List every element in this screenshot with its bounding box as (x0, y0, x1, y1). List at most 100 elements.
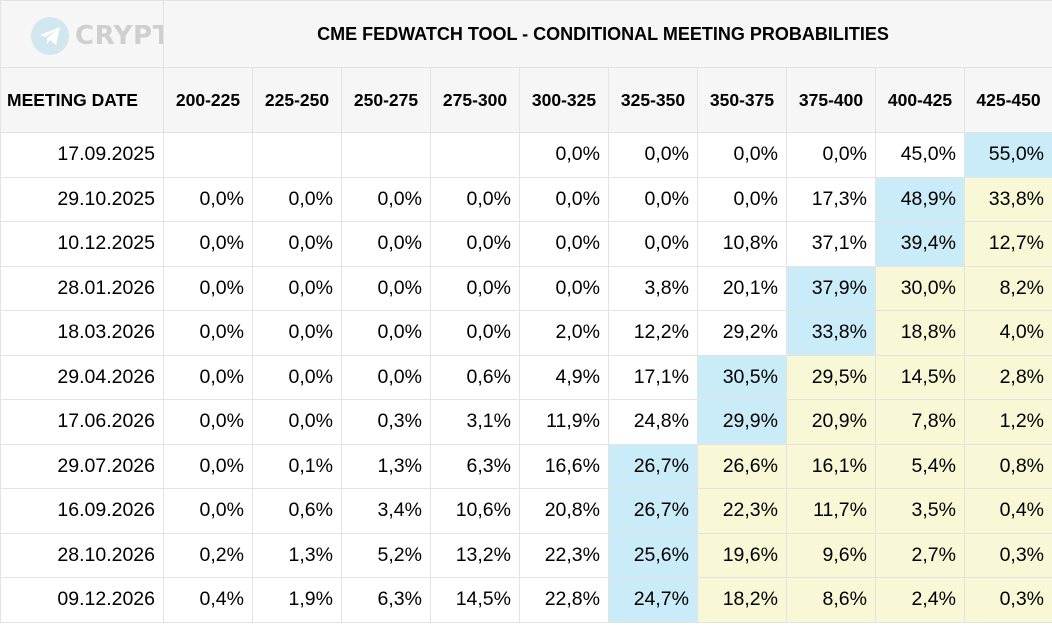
probability-cell: 20,1% (697, 265, 787, 311)
probability-cell: 10,8% (697, 221, 787, 267)
meeting-date-cell: 18.03.2026 (0, 310, 164, 356)
probability-cell: 13,2% (430, 532, 520, 578)
probability-cell: 0,0% (163, 310, 253, 356)
title-row: CRYPTO_HD CME FEDWATCH TOOL - CONDITIONA… (0, 0, 1052, 68)
probability-cell: 0,0% (430, 310, 520, 356)
table-row: 17.09.2025 0,0% 0,0% 0,0% 0,0% 45,0% 55,0% (0, 132, 1052, 178)
meeting-date-cell: 10.12.2025 (0, 221, 164, 267)
rate-range-header: 425-450 (963, 67, 1052, 133)
probability-cell: 18,8% (875, 310, 965, 356)
probability-cell: 17,1% (608, 354, 698, 400)
rate-range-header: 200-225 (163, 67, 253, 133)
probability-cell: 4,9% (519, 354, 609, 400)
meeting-date-cell: 09.12.2026 (0, 577, 164, 623)
probability-cell: 0,0% (608, 221, 698, 267)
probability-cell (430, 132, 520, 178)
table-row: 17.06.2026 0,0% 0,0% 0,3% 3,1% 11,9% 24,8% 29,9… (0, 399, 1052, 445)
logo-cell: CRYPTO_HD (0, 0, 164, 68)
probability-cell: 0,0% (163, 221, 253, 267)
rate-range-header: 225-250 (252, 67, 342, 133)
probability-cell: 2,7% (875, 532, 965, 578)
probability-cell: 0,0% (697, 176, 787, 222)
probability-cell: 9,6% (786, 532, 876, 578)
probability-cell: 20,9% (786, 399, 876, 445)
table-row: 10.12.2025 0,0% 0,0% 0,0% 0,0% 0,0% 0,0% 10,8% 3… (0, 221, 1052, 267)
probability-cell: 0,4% (163, 577, 253, 623)
rate-range-header: 275-300 (430, 67, 520, 133)
probability-cell: 5,2% (341, 532, 431, 578)
probability-cell: 22,8% (519, 577, 609, 623)
probability-cell: 0,1% (252, 443, 342, 489)
probability-cell (163, 132, 253, 178)
probability-cell: 1,3% (252, 532, 342, 578)
meeting-date-cell: 16.09.2026 (0, 488, 164, 534)
probability-cell: 0,0% (252, 310, 342, 356)
probability-cell: 0,0% (252, 221, 342, 267)
telegram-icon (31, 17, 69, 55)
probability-cell (341, 132, 431, 178)
meeting-date-cell: 29.04.2026 (0, 354, 164, 400)
table-row: 28.10.2026 0,2% 1,3% 5,2% 13,2% 22,3% 25,6% 19,… (0, 532, 1052, 578)
probability-cell: 0,0% (163, 354, 253, 400)
probability-cell: 0,0% (163, 399, 253, 445)
rate-range-header: 350-375 (697, 67, 787, 133)
meeting-date-cell: 29.07.2026 (0, 443, 164, 489)
probability-cell: 24,8% (608, 399, 698, 445)
probability-cell: 1,3% (341, 443, 431, 489)
probability-cell: 22,3% (519, 532, 609, 578)
probability-cell: 0,6% (430, 354, 520, 400)
probability-cell: 0,3% (963, 577, 1052, 623)
probability-cell: 0,8% (963, 443, 1052, 489)
probability-cell: 37,1% (786, 221, 876, 267)
rate-range-header: 325-350 (608, 67, 698, 133)
probability-cell: 0,0% (519, 176, 609, 222)
probability-cell: 0,0% (163, 443, 253, 489)
probability-cell: 2,4% (875, 577, 965, 623)
probability-cell: 18,2% (697, 577, 787, 623)
probability-cell: 3,1% (430, 399, 520, 445)
probability-cell: 19,6% (697, 532, 787, 578)
probability-cell: 26,6% (697, 443, 787, 489)
probability-cell: 3,4% (341, 488, 431, 534)
rate-range-header: 400-425 (875, 67, 965, 133)
probability-cell: 0,0% (341, 176, 431, 222)
probability-cell: 16,6% (519, 443, 609, 489)
probability-cell: 1,9% (252, 577, 342, 623)
logo-text: CRYPTO_HD (75, 21, 163, 51)
probability-cell: 0,2% (163, 532, 253, 578)
probability-cell: 2,0% (519, 310, 609, 356)
table-row: 29.04.2026 0,0% 0,0% 0,0% 0,6% 4,9% 17,1% 30,5%… (0, 354, 1052, 400)
probability-cell: 22,3% (697, 488, 787, 534)
probability-cell: 11,9% (519, 399, 609, 445)
meeting-date-cell: 28.10.2026 (0, 532, 164, 578)
meeting-date-header: MEETING DATE (0, 67, 164, 133)
table-row: 16.09.2026 0,0% 0,6% 3,4% 10,6% 20,8% 26,7% 22,… (0, 488, 1052, 534)
probability-cell: 0,0% (430, 176, 520, 222)
probability-cell: 30,0% (875, 265, 965, 311)
probability-cell: 4,0% (963, 310, 1052, 356)
probability-cell: 48,9% (875, 176, 965, 222)
probability-cell: 8,2% (963, 265, 1052, 311)
probability-cell: 24,7% (608, 577, 698, 623)
probability-cell: 11,7% (786, 488, 876, 534)
probability-cell: 26,7% (608, 488, 698, 534)
header-row: MEETING DATE 200-225 225-250 250-275 275-30… (0, 67, 1052, 133)
probability-cell: 0,0% (430, 221, 520, 267)
probability-cell: 3,5% (875, 488, 965, 534)
probability-cell: 0,0% (430, 265, 520, 311)
probability-cell: 5,4% (875, 443, 965, 489)
probability-cell: 29,5% (786, 354, 876, 400)
probability-cell: 0,0% (519, 132, 609, 178)
probability-cell: 0,0% (252, 354, 342, 400)
probability-cell: 45,0% (875, 132, 965, 178)
probability-cell: 55,0% (963, 132, 1052, 178)
probability-cell: 0,0% (697, 132, 787, 178)
page-title: CME FEDWATCH TOOL - CONDITIONAL MEETING … (162, 0, 1052, 68)
probability-cell: 0,3% (341, 399, 431, 445)
probability-cell: 0,0% (252, 265, 342, 311)
probability-cell: 0,0% (341, 265, 431, 311)
probability-cell: 3,8% (608, 265, 698, 311)
table-row: 28.01.2026 0,0% 0,0% 0,0% 0,0% 0,0% 3,8% 20,1% 3… (0, 265, 1052, 311)
probability-cell: 37,9% (786, 265, 876, 311)
